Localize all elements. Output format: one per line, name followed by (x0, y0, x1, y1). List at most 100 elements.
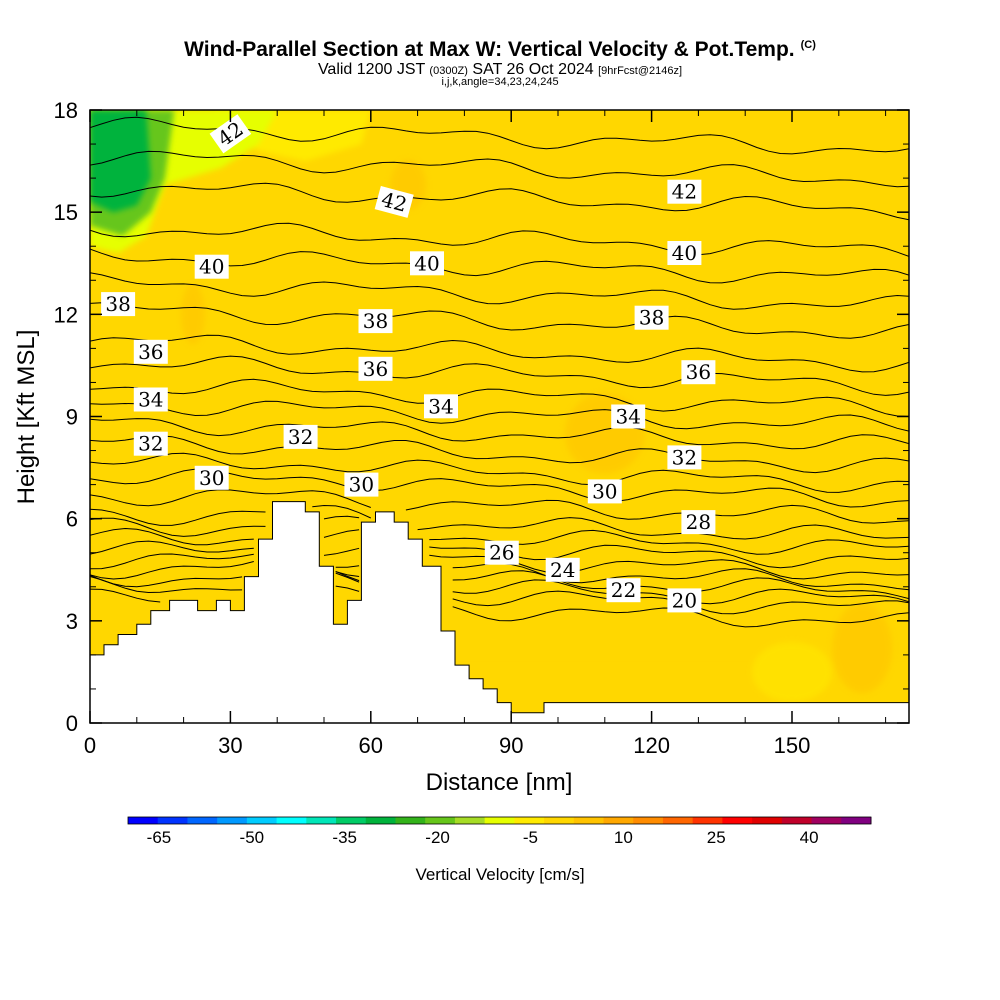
contour-label-box (545, 557, 580, 582)
shading-region (90, 110, 151, 213)
contour-label: 36 (133, 339, 168, 364)
contour-label-text: 30 (592, 479, 617, 503)
shading-blob (180, 284, 205, 345)
colorbar-swatch (217, 817, 248, 824)
contour-label-box (344, 472, 379, 497)
colorbar-swatch (187, 817, 218, 824)
isentrope-line (90, 334, 909, 373)
colorbar-swatch (603, 817, 634, 824)
contour-label-text: 22 (611, 578, 636, 602)
y-tick-label: 15 (54, 200, 78, 225)
contour-label: 42 (374, 185, 414, 218)
colorbar-swatch (514, 817, 545, 824)
y-tick-label: 0 (66, 711, 78, 736)
terrain-fill (90, 501, 909, 723)
colorbar-tick-label: -5 (523, 828, 538, 847)
contour-label-text: 36 (363, 357, 388, 381)
y-axis-title: Height [Kft MSL] (13, 330, 40, 505)
valid-date: SAT 26 Oct 2024 (472, 61, 594, 78)
contour-label-box (133, 431, 168, 456)
shading-blob (752, 641, 832, 702)
colorbar-swatch (425, 817, 456, 824)
contour-label-box (194, 254, 229, 279)
contour-label: 26 (484, 540, 519, 565)
contour-label-box (358, 309, 393, 334)
contour-label: 36 (681, 360, 716, 385)
chart-title: Wind-Parallel Section at Max W: Vertical… (0, 38, 1000, 62)
terrain (90, 501, 909, 723)
contour-label-box (667, 179, 702, 204)
contour-label-box (101, 292, 136, 317)
contour-label-box (424, 394, 458, 419)
contour-label-text: 40 (199, 255, 224, 279)
contour-label-box (283, 424, 318, 449)
contour-label: 40 (667, 241, 702, 265)
colorbar-tick-label: -20 (425, 828, 450, 847)
contour-label: 38 (634, 305, 669, 330)
contour-label-box (133, 387, 168, 412)
contour-label-box (667, 241, 702, 265)
colorbar-swatch (306, 817, 337, 824)
colorbar-swatch (246, 817, 278, 824)
isentrope-line (90, 182, 909, 221)
forecast-info: [9hrFcst@2146z] (598, 65, 683, 77)
contour-label: 42 (667, 179, 702, 204)
isentrope-line (90, 553, 909, 591)
isentrope-line (90, 150, 909, 188)
valid-utc: (0300Z) (429, 65, 468, 77)
contour-label-text: 36 (138, 340, 163, 364)
contour-label-box (611, 404, 646, 429)
contour-label: 40 (194, 254, 229, 279)
colorbar-title: Vertical Velocity [cm/s] (415, 865, 584, 884)
contour-label-text: 20 (672, 588, 697, 612)
colorbar-swatch (722, 817, 753, 824)
contour-label-text: 40 (414, 251, 439, 275)
colorbar-swatch (544, 817, 575, 824)
valid-time: Valid 1200 JST (0300Z) SAT 26 Oct 2024 [… (0, 61, 1000, 79)
chart-title-text: Wind-Parallel Section at Max W: Vertical… (184, 38, 795, 61)
x-tick-label: 60 (359, 733, 383, 758)
colorbar-tick-label: 10 (614, 828, 633, 847)
contour-label-text: 40 (672, 241, 697, 265)
contour-label-text: 24 (550, 558, 575, 582)
x-tick-label: 150 (774, 733, 811, 758)
contour-label-text: 32 (672, 445, 697, 469)
contour-label-text: 38 (639, 306, 664, 330)
contour-label-text: 28 (686, 510, 711, 534)
isentrope-line (90, 435, 909, 474)
contour-label-box (587, 479, 622, 504)
contour-label-box (484, 540, 519, 565)
contour-label-box (667, 588, 702, 613)
contour-label-text: 36 (686, 360, 711, 384)
contour-label-box (606, 578, 641, 603)
contour-label-text: 34 (428, 394, 453, 418)
colorbar-tick-label: 25 (707, 828, 726, 847)
isentrope-line (90, 378, 909, 417)
colorbar-swatch (157, 817, 188, 824)
contour-label-text: 34 (138, 388, 163, 412)
y-tick-label: 9 (66, 405, 78, 430)
shading-blob (832, 603, 893, 694)
colorbar: -65 -50 -35 -20 -5 10 25 40 (127, 816, 872, 847)
colorbar-swatch (752, 817, 783, 824)
contour-label: 32 (667, 445, 702, 470)
isentrope-line (90, 355, 909, 396)
contour-label: 38 (101, 292, 136, 317)
isentrope-line (90, 272, 909, 310)
colorbar-swatch (336, 817, 367, 824)
contour-label-box (374, 185, 414, 218)
contour-label-text: 38 (105, 292, 130, 316)
contour-label-box (410, 251, 444, 276)
contour-label: 34 (424, 394, 458, 419)
colorbar-swatch (365, 817, 396, 824)
contour-label: 34 (611, 404, 646, 429)
colorbar-swatch (633, 817, 664, 824)
colorbar-tick-label: -65 (147, 828, 172, 847)
colorbar-tick-label: 40 (800, 828, 819, 847)
isentrope-line (90, 302, 909, 339)
colorbar-swatch (781, 817, 813, 824)
colorbar-tick-label: -35 (332, 828, 357, 847)
colorbar-swatch (484, 817, 515, 824)
